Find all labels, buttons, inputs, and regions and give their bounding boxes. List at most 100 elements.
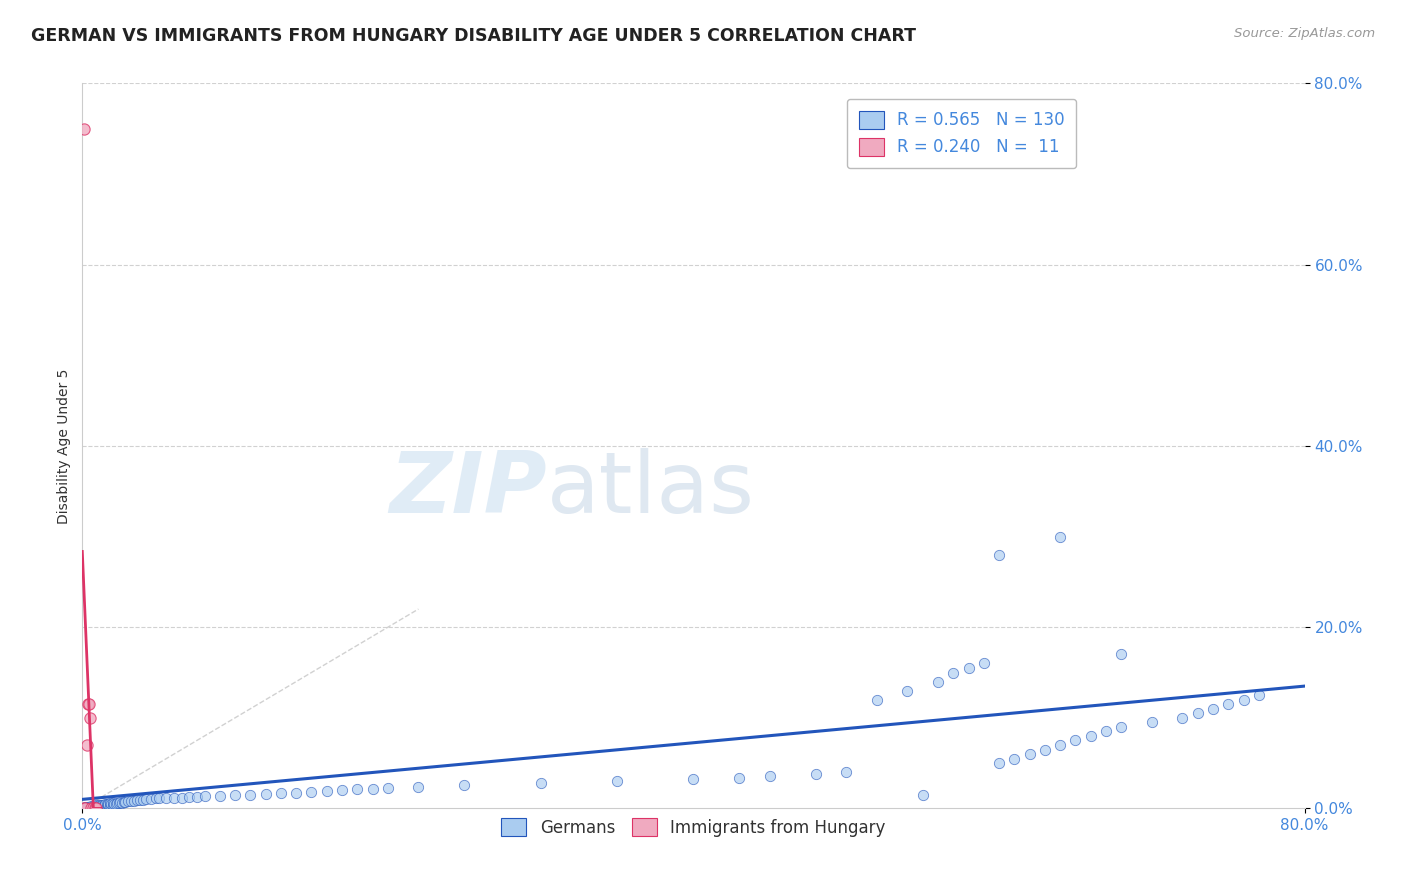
Point [254, 787, 277, 801]
Point [101, 797, 124, 812]
Point [759, 769, 782, 783]
Point [163, 790, 186, 805]
Point [82, 800, 104, 814]
Point [80, 801, 103, 815]
Point [132, 793, 155, 807]
Point [270, 786, 292, 800]
Point [1018, 747, 1040, 761]
Point [76, 799, 98, 814]
Point [90, 798, 112, 813]
Point [91, 797, 114, 812]
Point [145, 791, 167, 805]
Point [239, 788, 262, 802]
Point [1187, 706, 1209, 721]
Point [361, 781, 384, 796]
Point [87, 799, 110, 814]
Point [97, 797, 120, 812]
Point [76, 801, 98, 815]
Point [93, 798, 115, 813]
Point [90, 799, 112, 814]
Point [76, 801, 98, 815]
Point [75, 801, 97, 815]
Point [988, 548, 1011, 562]
Point [606, 774, 628, 789]
Point [301, 785, 323, 799]
Point [139, 792, 162, 806]
Point [87, 798, 110, 813]
Point [77, 697, 100, 711]
Point [98, 797, 121, 812]
Point [1080, 729, 1102, 743]
Point [896, 683, 918, 698]
Point [179, 789, 201, 804]
Point [1033, 742, 1056, 756]
Point [77, 799, 100, 814]
Point [75, 800, 97, 814]
Point [82, 799, 104, 814]
Point [1002, 751, 1025, 765]
Point [80, 799, 103, 814]
Point [148, 791, 170, 805]
Point [530, 776, 553, 790]
Point [90, 797, 112, 812]
Point [79, 801, 101, 815]
Point [73, 800, 96, 814]
Point [129, 793, 152, 807]
Legend: Germans, Immigrants from Hungary: Germans, Immigrants from Hungary [495, 812, 893, 844]
Point [101, 796, 124, 810]
Point [330, 783, 353, 797]
Point [93, 797, 115, 812]
Point [957, 661, 980, 675]
Point [91, 798, 114, 813]
Point [1111, 648, 1133, 662]
Point [315, 784, 337, 798]
Point [84, 797, 107, 812]
Text: GERMAN VS IMMIGRANTS FROM HUNGARY DISABILITY AGE UNDER 5 CORRELATION CHART: GERMAN VS IMMIGRANTS FROM HUNGARY DISABI… [31, 27, 915, 45]
Point [193, 789, 215, 803]
Point [73, 801, 96, 815]
Point [75, 799, 97, 814]
Point [107, 796, 129, 810]
Point [79, 800, 101, 814]
Point [186, 789, 208, 804]
Point [84, 800, 107, 814]
Point [1202, 702, 1225, 716]
Point [82, 801, 104, 815]
Point [73, 801, 96, 815]
Point [122, 794, 145, 808]
Point [83, 798, 105, 813]
Point [97, 797, 120, 811]
Point [79, 711, 101, 725]
Point [453, 778, 475, 792]
Point [104, 797, 127, 811]
Point [1218, 697, 1240, 711]
Point [682, 772, 704, 787]
Point [111, 796, 134, 810]
Point [377, 780, 399, 795]
Point [75, 801, 97, 815]
Point [170, 790, 193, 805]
Point [346, 782, 368, 797]
Point [79, 799, 101, 814]
Point [94, 797, 117, 811]
Point [87, 797, 110, 812]
Point [1111, 720, 1133, 734]
Point [84, 798, 107, 813]
Point [86, 800, 108, 814]
Point [117, 794, 139, 808]
Point [82, 798, 104, 813]
Point [86, 799, 108, 814]
Y-axis label: Disability Age Under 5: Disability Age Under 5 [58, 368, 72, 524]
Point [1064, 733, 1087, 747]
Point [83, 801, 105, 815]
Point [927, 674, 949, 689]
Point [866, 692, 889, 706]
Point [911, 788, 934, 802]
Point [1171, 711, 1194, 725]
Point [80, 798, 103, 813]
Point [804, 767, 827, 781]
Point [76, 738, 98, 752]
Point [114, 795, 136, 809]
Point [120, 794, 142, 808]
Point [1247, 688, 1270, 702]
